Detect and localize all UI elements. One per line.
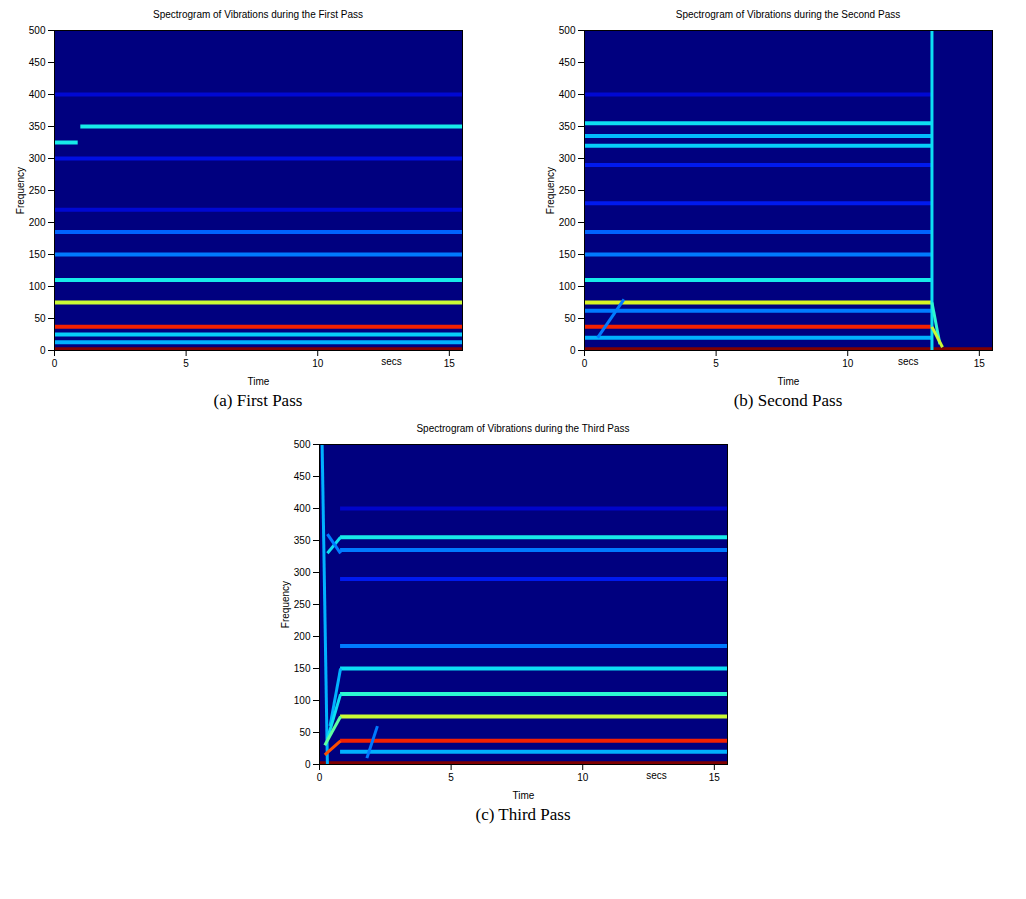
svg-text:200: 200 <box>29 217 46 228</box>
svg-text:100: 100 <box>559 281 576 292</box>
svg-text:100: 100 <box>29 281 46 292</box>
svg-text:Time: Time <box>248 376 270 387</box>
svg-text:250: 250 <box>294 599 311 610</box>
svg-text:Time: Time <box>513 790 535 801</box>
svg-text:15: 15 <box>444 358 456 369</box>
html-text:(c) Third Pass: (c) Third Pass <box>475 805 571 824</box>
svg-text:350: 350 <box>559 121 576 132</box>
svg-text:200: 200 <box>294 631 311 642</box>
html-text:Spectrogram of Vibrations duri: Spectrogram of Vibrations during the Sec… <box>675 9 901 20</box>
svg-text:0: 0 <box>317 772 323 783</box>
svg-text:150: 150 <box>294 663 311 674</box>
svg-text:15: 15 <box>709 772 721 783</box>
svg-text:15: 15 <box>974 358 986 369</box>
svg-text:10: 10 <box>842 358 854 369</box>
svg-text:300: 300 <box>29 153 46 164</box>
html-text:(a) First Pass: (a) First Pass <box>213 391 303 410</box>
svg-text:500: 500 <box>559 25 576 36</box>
svg-text:200: 200 <box>559 217 576 228</box>
svg-text:450: 450 <box>559 57 576 68</box>
svg-text:0: 0 <box>40 345 46 356</box>
svg-text:Frequency: Frequency <box>545 167 556 214</box>
svg-text:300: 300 <box>559 153 576 164</box>
svg-text:50: 50 <box>34 313 46 324</box>
svg-text:10: 10 <box>577 772 589 783</box>
svg-text:secs: secs <box>646 770 667 781</box>
svg-text:250: 250 <box>559 185 576 196</box>
svg-text:450: 450 <box>294 471 311 482</box>
svg-text:150: 150 <box>559 249 576 260</box>
svg-text:Frequency: Frequency <box>15 167 26 214</box>
svg-text:150: 150 <box>29 249 46 260</box>
svg-text:0: 0 <box>52 358 58 369</box>
svg-text:5: 5 <box>183 358 189 369</box>
svg-text:0: 0 <box>582 358 588 369</box>
html-text:Spectrogram of Vibrations duri: Spectrogram of Vibrations during the Fir… <box>153 9 363 20</box>
svg-text:400: 400 <box>29 89 46 100</box>
svg-text:450: 450 <box>29 57 46 68</box>
svg-text:500: 500 <box>294 439 311 450</box>
html-text:Spectrogram of Vibrations duri: Spectrogram of Vibrations during the Thi… <box>416 423 630 434</box>
svg-text:500: 500 <box>29 25 46 36</box>
svg-text:0: 0 <box>305 759 311 770</box>
svg-text:400: 400 <box>294 503 311 514</box>
svg-text:50: 50 <box>564 313 576 324</box>
svg-text:100: 100 <box>294 695 311 706</box>
svg-text:300: 300 <box>294 567 311 578</box>
svg-text:5: 5 <box>713 358 719 369</box>
svg-text:Time: Time <box>778 376 800 387</box>
html-text:(b) Second Pass: (b) Second Pass <box>733 391 843 410</box>
svg-text:10: 10 <box>312 358 324 369</box>
svg-text:250: 250 <box>29 185 46 196</box>
svg-text:5: 5 <box>448 772 454 783</box>
svg-text:400: 400 <box>559 89 576 100</box>
svg-text:350: 350 <box>294 535 311 546</box>
svg-text:350: 350 <box>29 121 46 132</box>
svg-text:0: 0 <box>570 345 576 356</box>
svg-text:secs: secs <box>898 356 919 367</box>
svg-text:50: 50 <box>299 727 311 738</box>
svg-text:Frequency: Frequency <box>280 581 291 628</box>
svg-text:secs: secs <box>381 356 402 367</box>
